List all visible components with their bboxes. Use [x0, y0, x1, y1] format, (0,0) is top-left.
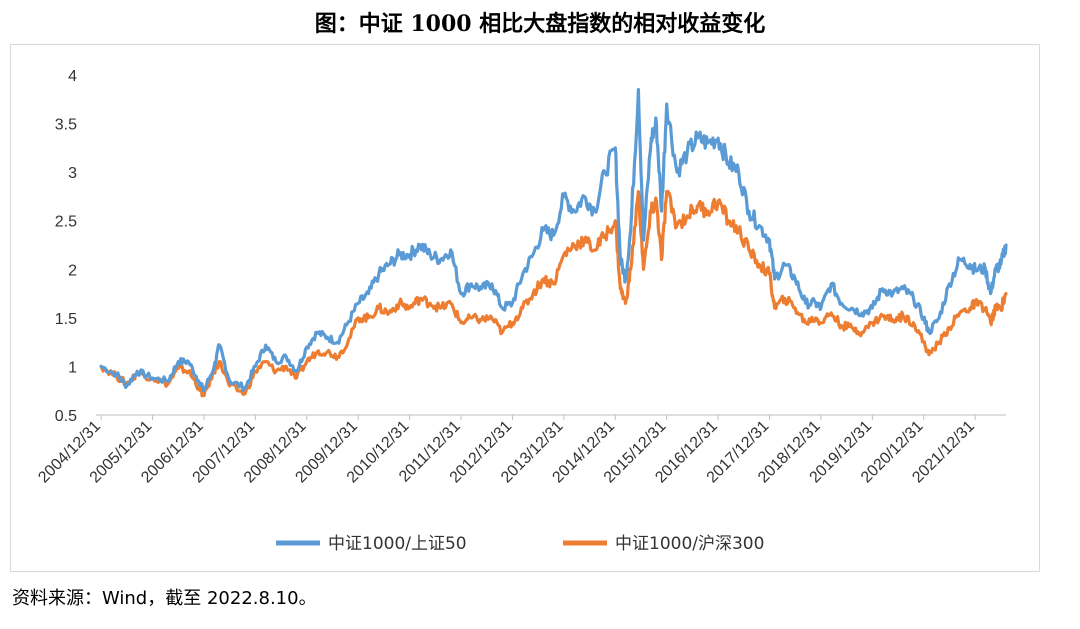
y-tick-label: 0.5	[55, 408, 77, 425]
series-line-1	[99, 88, 1008, 393]
y-tick-label: 1.5	[55, 311, 77, 328]
chart-title: 图：中证 1000 相比大盘指数的相对收益变化	[314, 11, 766, 37]
line-chart: 0.5 1 1.5 2 2.5 3 3.5 4 2004/12/312005/12/31200…	[35, 68, 1008, 554]
legend-label-1: 中证1000/上证50	[328, 534, 467, 554]
chart-area: 0.5 1 1.5 2 2.5 3 3.5 4 2004/12/31 2005/12/31 200…	[10, 44, 1040, 572]
legend-label-2: 中证1000/沪深300	[615, 534, 764, 554]
series-layer	[99, 88, 1008, 398]
y-tick-label: 2	[68, 262, 77, 279]
x-axis: 2004/12/312005/12/312006/12/312007/12/31…	[35, 414, 1006, 486]
series-line-2	[99, 190, 1008, 398]
y-axis: 0.5 1 1.5 2 2.5 3 3.5 4	[55, 68, 77, 425]
y-tick-label: 4	[68, 68, 77, 85]
source-note: 资料来源：Wind，截至 2022.8.10。	[12, 588, 317, 609]
y-tick-label: 2.5	[55, 214, 77, 231]
legend: 中证1000/上证50 中证1000/沪深300	[276, 534, 764, 554]
y-tick-label: 1	[68, 359, 77, 376]
y-tick-label: 3	[68, 165, 77, 182]
y-tick-label: 3.5	[55, 117, 77, 134]
